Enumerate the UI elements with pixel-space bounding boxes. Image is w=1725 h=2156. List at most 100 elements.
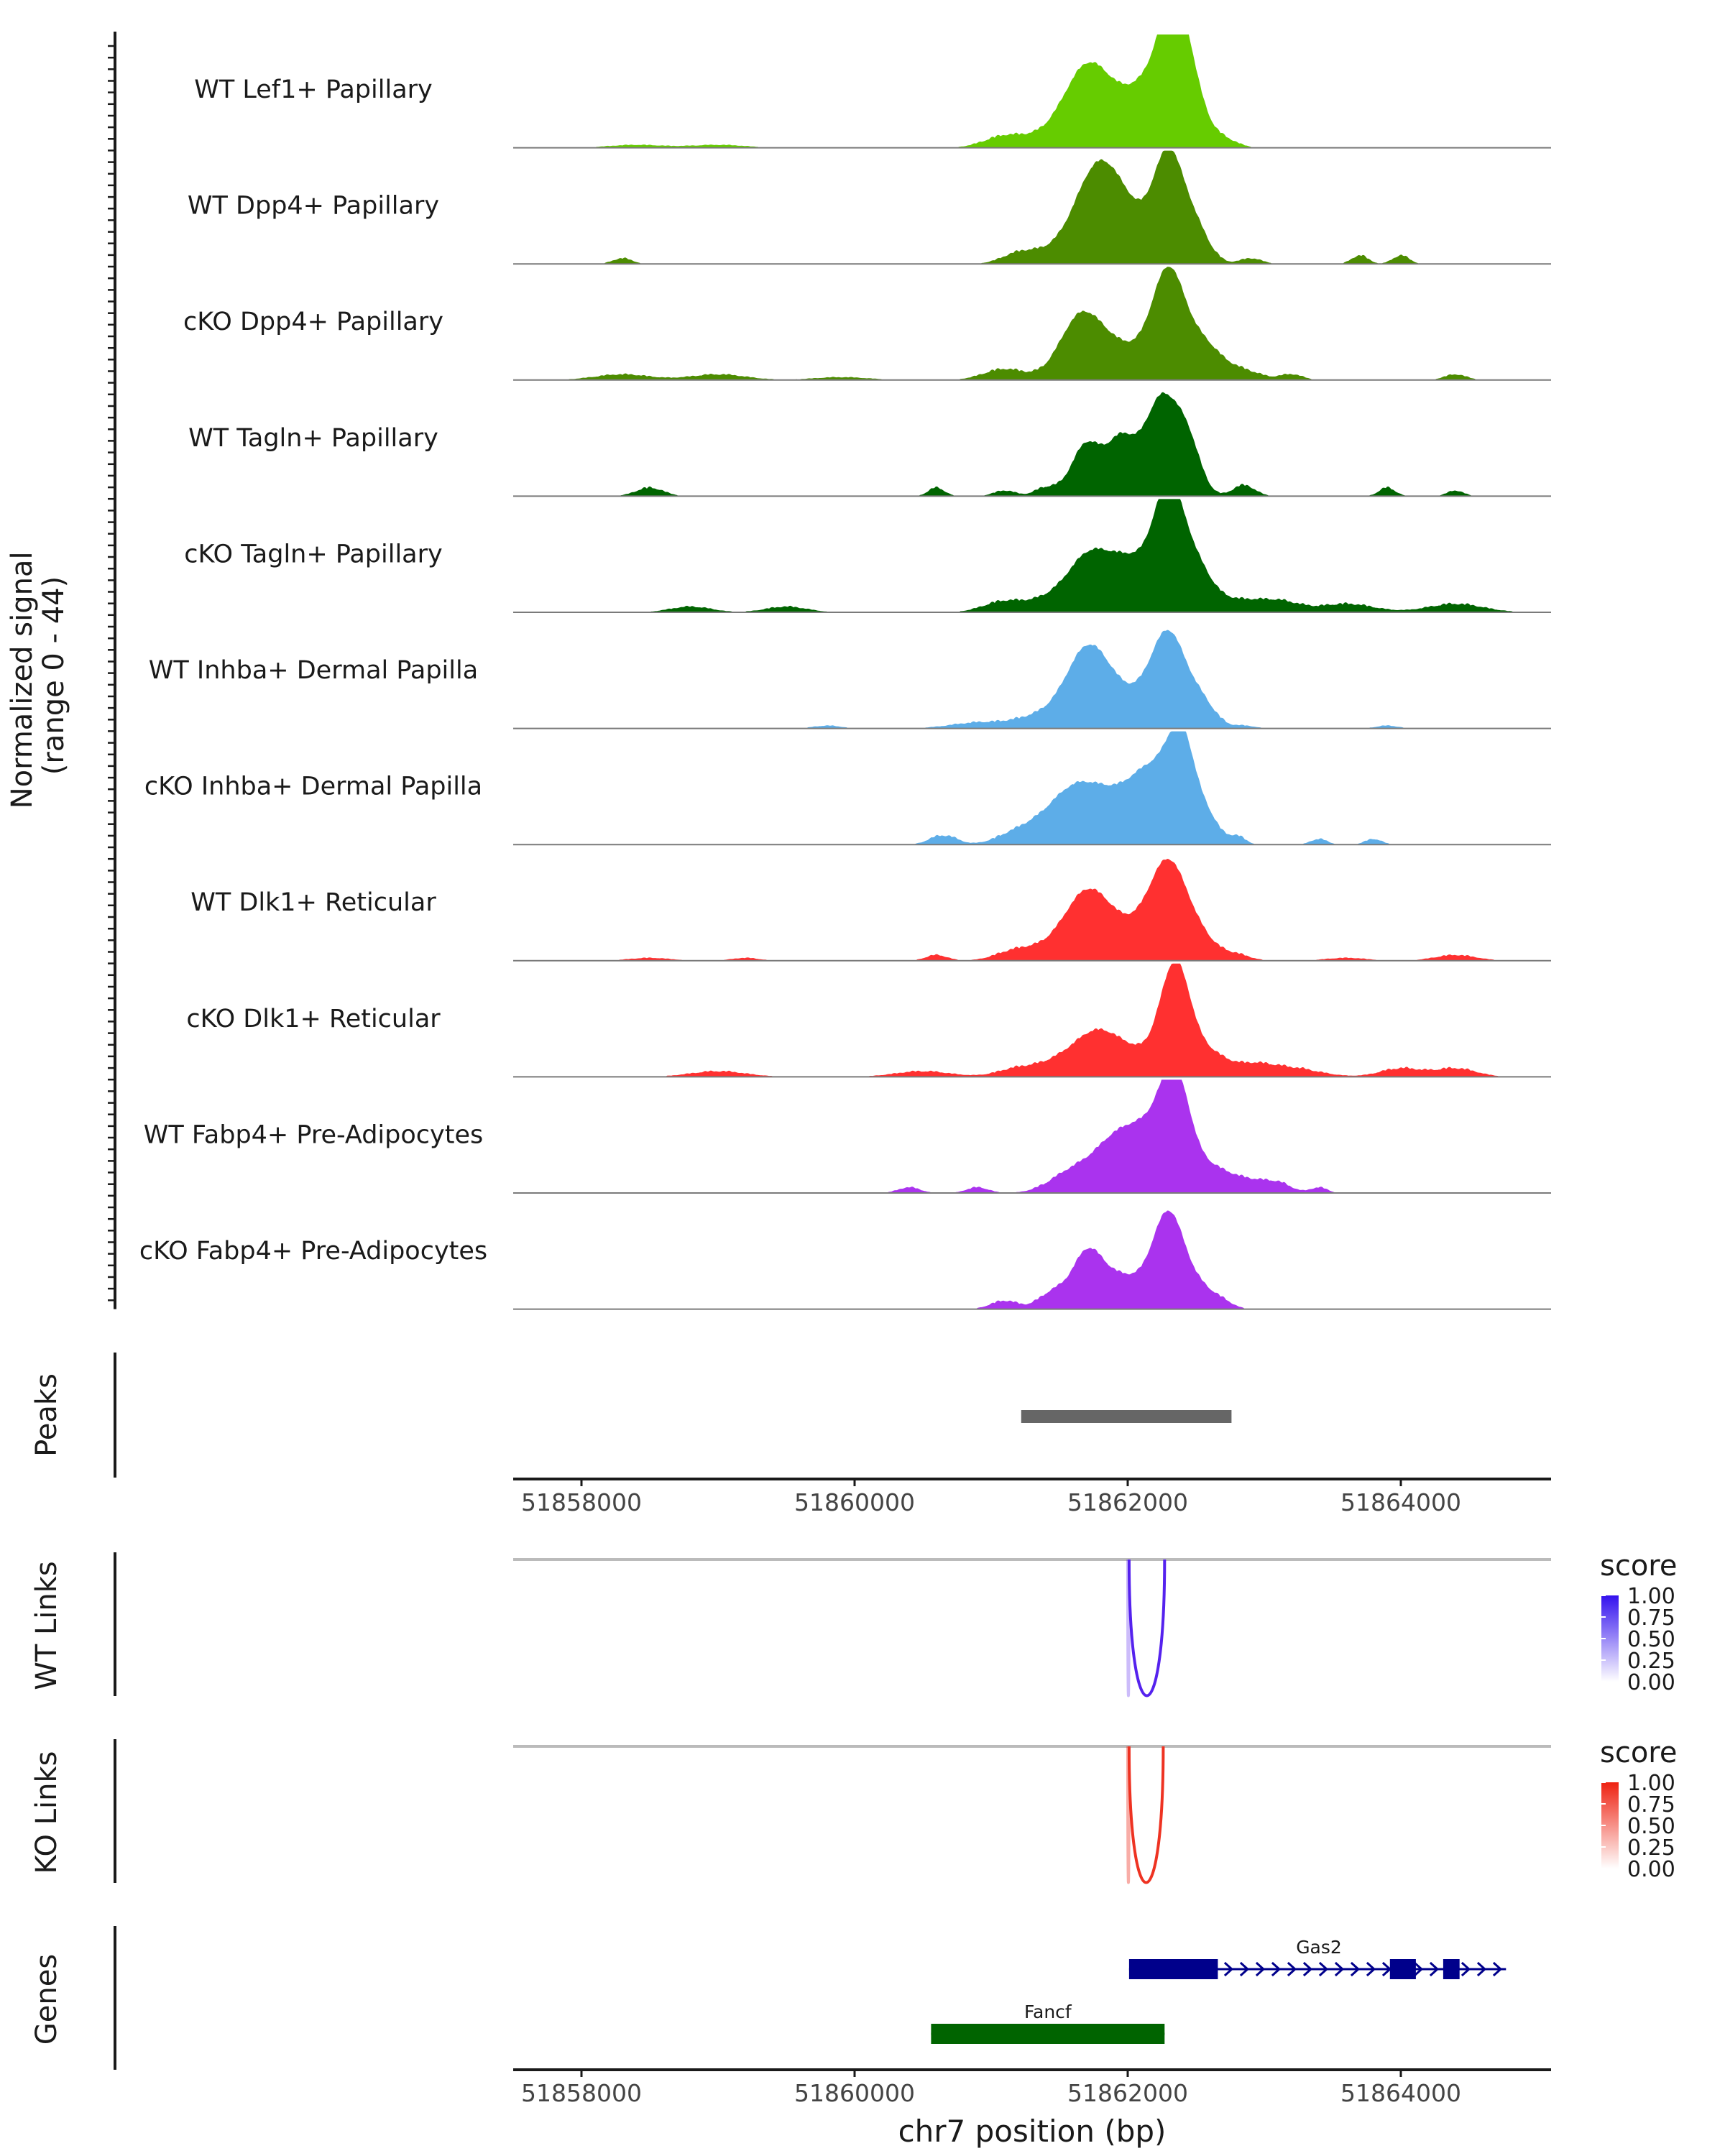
gene-exon xyxy=(1389,1959,1416,1979)
track-label: WT Lef1+ Papillary xyxy=(194,75,433,104)
link-arc xyxy=(1126,1559,1131,1697)
x-tick-label: 51862000 xyxy=(1067,2079,1188,2107)
legend-tick-label: 0.00 xyxy=(1627,1857,1675,1882)
strand-arrow xyxy=(1413,1961,1424,1977)
wt-links-track-label: WT Links xyxy=(30,1561,63,1690)
gene-exon xyxy=(931,2024,1165,2044)
track-label: cKO Inhba+ Dermal Papilla xyxy=(144,773,482,801)
wt-links-track xyxy=(513,1558,1551,1697)
strand-arrow xyxy=(1366,1961,1376,1977)
strand-arrow xyxy=(1287,1961,1297,1977)
x-axis-title: chr7 position (bp) xyxy=(898,2114,1167,2149)
signal-area xyxy=(513,34,1551,148)
genes-track: Gas2 Fancf xyxy=(931,1937,1506,2044)
strand-arrow xyxy=(1334,1961,1345,1977)
coverage-track-wt-inhba-dermal-papilla: WT Inhba+ Dermal Papilla xyxy=(149,630,1551,729)
link-arc xyxy=(1126,1746,1131,1884)
strand-arrow xyxy=(1318,1961,1329,1977)
legend-title: score xyxy=(1600,1736,1677,1769)
x-tick-label: 51864000 xyxy=(1340,1488,1461,1516)
track-label: WT Inhba+ Dermal Papilla xyxy=(149,656,478,685)
x-tick-label: 51860000 xyxy=(794,2079,915,2107)
coverage-track-cko-dlk1-reticular: cKO Dlk1+ Reticular xyxy=(186,963,1551,1078)
gene-exon xyxy=(1443,1959,1460,1979)
signal-area xyxy=(513,499,1551,612)
legend-title: score xyxy=(1600,1549,1677,1583)
strand-arrow xyxy=(1271,1961,1282,1977)
gene-fancf: Fancf xyxy=(931,2001,1165,2044)
ko-links-track xyxy=(513,1745,1551,1884)
gene-label: Fancf xyxy=(1024,2001,1072,2022)
legend-tick-label: 0.50 xyxy=(1627,1627,1675,1652)
signal-area xyxy=(513,392,1551,497)
x-tick-label: 51860000 xyxy=(794,1488,915,1516)
coverage-track-cko-dpp4-papillary: cKO Dpp4+ Papillary xyxy=(183,267,1551,381)
legend-tick-label: 0.00 xyxy=(1627,1670,1675,1695)
legend-tick-label: 0.25 xyxy=(1627,1835,1675,1861)
track-label: cKO Dpp4+ Papillary xyxy=(183,308,443,336)
x-tick-label: 51858000 xyxy=(521,1488,642,1516)
track-label: cKO Fabp4+ Pre-Adipocytes xyxy=(139,1237,487,1266)
coverage-y-axis-label: Normalized signal (range 0 - 44) xyxy=(6,543,70,809)
coverage-track-cko-inhba-dermal-papilla: cKO Inhba+ Dermal Papilla xyxy=(144,731,1551,846)
strand-arrow xyxy=(1460,1961,1471,1977)
strand-arrow xyxy=(1223,1961,1234,1977)
signal-area xyxy=(513,963,1551,1077)
coverage-tracks: WT Lef1+ Papillary WT Dpp4+ Papillary cKO … xyxy=(139,34,1551,1310)
coverage-y-axis xyxy=(108,32,116,1309)
strand-arrow xyxy=(1429,1961,1440,1977)
link-arc xyxy=(1127,1559,1167,1697)
signal-area xyxy=(513,267,1551,380)
coverage-y-label-line-1: Normalized signal xyxy=(6,551,39,808)
coverage-track-cko-tagln-papillary: cKO Tagln+ Papillary xyxy=(184,499,1551,613)
legend-tick-label: 0.75 xyxy=(1627,1792,1675,1818)
gene-exon xyxy=(1128,1959,1218,1979)
strand-arrow xyxy=(1255,1961,1266,1977)
x-tick-label: 51862000 xyxy=(1067,1488,1188,1516)
coverage-track-wt-dpp4-papillary: WT Dpp4+ Papillary xyxy=(188,150,1551,265)
coverage-y-label-line-2: (range 0 - 44) xyxy=(37,576,70,775)
gene-label: Gas2 xyxy=(1296,1937,1342,1958)
track-label: WT Dpp4+ Papillary xyxy=(188,192,439,221)
legend-tick-label: 0.75 xyxy=(1627,1606,1675,1631)
strand-arrow xyxy=(1239,1961,1250,1977)
x-axis-bottom: 51858000 51860000 51862000 51864000 xyxy=(513,2068,1551,2107)
strand-arrow xyxy=(1492,1961,1503,1977)
coverage-track-cko-fabp4-pre-adipocytes: cKO Fabp4+ Pre-Adipocytes xyxy=(139,1210,1551,1310)
gene-gas2: Gas2 xyxy=(1128,1937,1506,1979)
legend-tick-label: 0.25 xyxy=(1627,1649,1675,1674)
strand-arrow xyxy=(1350,1961,1361,1977)
signal-area xyxy=(513,859,1551,961)
coverage-track-wt-fabp4-pre-adipocytes: WT Fabp4+ Pre-Adipocytes xyxy=(144,1079,1551,1194)
track-label: WT Dlk1+ Reticular xyxy=(190,888,436,917)
peaks-track-label: Peaks xyxy=(30,1373,63,1457)
signal-area xyxy=(513,1079,1551,1193)
strand-arrow xyxy=(1302,1961,1313,1977)
strand-arrow xyxy=(1476,1961,1487,1977)
coverage-track-wt-tagln-papillary: WT Tagln+ Papillary xyxy=(188,392,1551,497)
legend-tick-label: 1.00 xyxy=(1627,1771,1675,1796)
x-axis-top: 51858000 51860000 51862000 51864000 xyxy=(513,1478,1551,1516)
signal-area xyxy=(513,731,1551,845)
legend-tick-label: 0.50 xyxy=(1627,1814,1675,1839)
track-label: cKO Dlk1+ Reticular xyxy=(186,1005,441,1033)
ko-links-track-label: KO Links xyxy=(30,1751,63,1874)
link-arc xyxy=(1127,1746,1165,1884)
signal-area xyxy=(513,1210,1551,1309)
genes-track-label: Genes xyxy=(30,1954,63,2045)
signal-area xyxy=(513,630,1551,729)
x-tick-label: 51864000 xyxy=(1340,2079,1461,2107)
signal-area xyxy=(513,150,1551,264)
x-tick-label: 51858000 xyxy=(521,2079,642,2107)
track-label: cKO Tagln+ Papillary xyxy=(184,540,443,568)
track-label: WT Tagln+ Papillary xyxy=(188,424,438,453)
coverage-track-wt-dlk1-reticular: WT Dlk1+ Reticular xyxy=(190,859,1551,962)
track-label: WT Fabp4+ Pre-Adipocytes xyxy=(144,1120,483,1149)
peak-region xyxy=(1021,1410,1232,1423)
coverage-track-wt-lef1-papillary: WT Lef1+ Papillary xyxy=(194,34,1551,149)
peaks-track xyxy=(1021,1410,1232,1423)
legend-tick-label: 1.00 xyxy=(1627,1584,1675,1609)
